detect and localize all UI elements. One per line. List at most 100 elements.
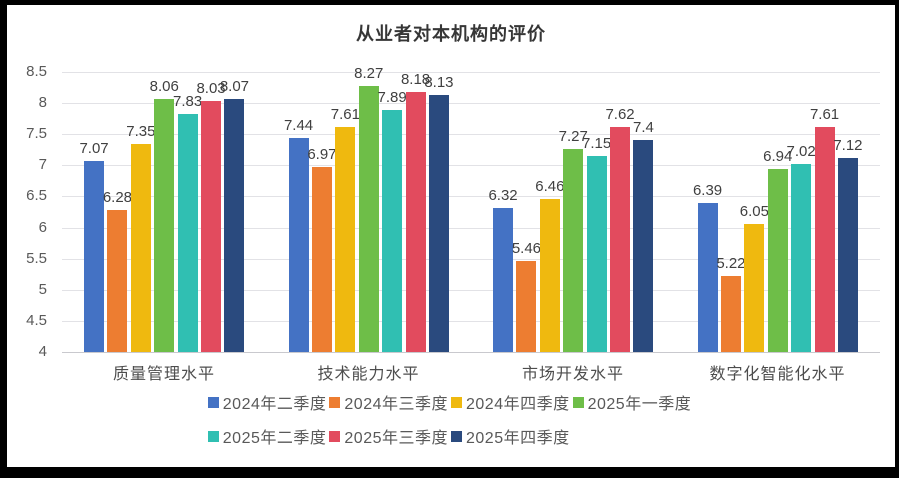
y-axis-tick-label: 4 xyxy=(38,343,47,360)
x-axis-line xyxy=(62,352,880,353)
legend-item: 2025年二季度 xyxy=(207,424,327,448)
y-axis-tick-label: 6.5 xyxy=(26,187,47,205)
bar-value-label: 8.07 xyxy=(219,77,250,95)
bar xyxy=(720,276,741,352)
legend-item: 2025年一季度 xyxy=(572,390,692,414)
bar xyxy=(814,127,835,352)
gridline xyxy=(62,165,880,167)
bar xyxy=(697,203,718,352)
legend-swatch-icon xyxy=(451,430,462,442)
plot-area: 8.5 8 7.5 7 6.5 6 5.5 5 4.5 4 质量管理水平 7.07 6.28 7.35 8.… xyxy=(7,5,895,467)
chart-canvas: 从业者对本机构的评价 8.5 8 7.5 7 6.5 6 5.5 5 4.5 4 质量管理水平 7.0… xyxy=(7,5,895,467)
y-axis-tick-label: 6 xyxy=(38,218,47,236)
bar xyxy=(539,198,560,352)
gridline xyxy=(62,196,880,198)
bar-value-label: 7.15 xyxy=(582,135,612,152)
legend-swatch-icon xyxy=(451,396,462,408)
bar xyxy=(767,169,788,352)
bar xyxy=(358,86,379,352)
bar-value-label: 8.06 xyxy=(149,78,179,96)
bar-value-label: 6.32 xyxy=(488,186,518,204)
bar-value-label: 5.46 xyxy=(511,240,542,258)
legend-item-label: 2024年二季度 xyxy=(222,396,327,413)
bar xyxy=(177,113,198,352)
bar xyxy=(744,224,765,352)
bar-value-label: 8.18 xyxy=(400,70,431,88)
bar-value-label: 7.61 xyxy=(809,106,840,124)
bar xyxy=(837,157,858,352)
bar-value-label: 7.35 xyxy=(126,122,156,140)
gridline xyxy=(62,227,880,229)
x-axis-category-label: 技术能力水平 xyxy=(317,366,420,383)
gridline xyxy=(62,72,880,73)
bar-value-label: 7.27 xyxy=(558,127,588,145)
bar xyxy=(563,148,584,352)
bar xyxy=(335,127,356,352)
x-axis-category-label: 质量管理水平 xyxy=(112,366,215,383)
bar-value-label: 7.89 xyxy=(377,88,407,106)
bar-value-label: 7.61 xyxy=(330,106,360,124)
bar-value-label: 7.07 xyxy=(79,139,109,157)
legend-item: 2024年三季度 xyxy=(329,390,448,414)
bar xyxy=(107,210,128,352)
bar-value-label: 5.22 xyxy=(716,255,746,273)
y-axis-tick-label: 7 xyxy=(38,156,47,174)
bar xyxy=(201,101,222,352)
legend-item: 2024年二季度 xyxy=(207,390,327,414)
bar xyxy=(493,207,514,352)
gridline xyxy=(62,320,880,322)
bar xyxy=(405,91,426,352)
bar-value-label: 7.62 xyxy=(605,105,635,123)
bar xyxy=(130,143,151,352)
legend-swatch-icon xyxy=(329,430,341,442)
bar xyxy=(516,261,537,352)
legend-item-label: 2025年二季度 xyxy=(222,430,327,447)
bar xyxy=(586,156,607,352)
legend-item: 2025年四季度 xyxy=(451,424,570,448)
legend-item-label: 2025年三季度 xyxy=(344,430,448,447)
x-axis-category-label: 数字化智能化水平 xyxy=(709,366,846,383)
bar-value-label: 8.13 xyxy=(424,74,454,92)
bar xyxy=(610,126,631,352)
legend-swatch-icon xyxy=(329,396,341,408)
bar-value-label: 7.4 xyxy=(633,119,654,137)
bar xyxy=(791,164,812,352)
x-axis-category-label: 市场开发水平 xyxy=(521,366,624,383)
legend-rows: 2024年二季度 2024年三季度 2024年四季度 2025年一季度 2025年二季度… xyxy=(207,390,694,459)
bar xyxy=(84,160,105,352)
bar-value-label: 6.94 xyxy=(763,148,793,166)
legend-row: 2024年二季度 2024年三季度 2024年四季度 2025年一季度 xyxy=(207,390,694,414)
bar-value-label: 7.02 xyxy=(786,143,816,161)
bar-value-label: 6.46 xyxy=(535,177,565,195)
bar xyxy=(288,137,309,352)
gridline xyxy=(62,258,880,260)
legend-swatch-icon xyxy=(572,396,584,408)
bar xyxy=(224,98,245,352)
legend-swatch-icon xyxy=(207,430,219,442)
gridline xyxy=(62,289,880,291)
y-axis-tick-label: 8 xyxy=(38,94,47,112)
legend-swatch-icon xyxy=(207,396,219,408)
bar-value-label: 7.83 xyxy=(173,92,203,110)
chart-title: 从业者对本机构的评价 xyxy=(356,24,546,45)
chart-legend: 2024年二季度 2024年三季度 2024年四季度 2025年一季度 2025年二季度… xyxy=(7,391,895,459)
bar-value-label: 6.28 xyxy=(102,189,133,207)
bar-value-label: 6.97 xyxy=(307,146,337,164)
legend-row: 2025年二季度 2025年三季度 2025年四季度 xyxy=(207,424,694,448)
y-axis-tick-label: 4.5 xyxy=(26,311,47,329)
bar xyxy=(154,99,175,352)
bar-value-label: 6.39 xyxy=(692,182,723,200)
bar xyxy=(428,95,449,352)
y-axis-tick-label: 7.5 xyxy=(26,125,47,143)
bar xyxy=(311,167,332,352)
y-axis-tick-label: 5.5 xyxy=(26,249,47,267)
legend-item-label: 2025年四季度 xyxy=(466,430,570,447)
gridline xyxy=(62,134,880,136)
bar-value-label: 6.05 xyxy=(739,203,769,221)
bar xyxy=(633,140,654,352)
bar-value-label: 7.12 xyxy=(833,136,863,154)
bar-value-label: 8.27 xyxy=(354,65,384,83)
y-axis-tick-label: 8.5 xyxy=(26,63,47,80)
y-axis-tick-label: 5 xyxy=(38,280,47,298)
legend-item-label: 2024年四季度 xyxy=(466,396,570,413)
